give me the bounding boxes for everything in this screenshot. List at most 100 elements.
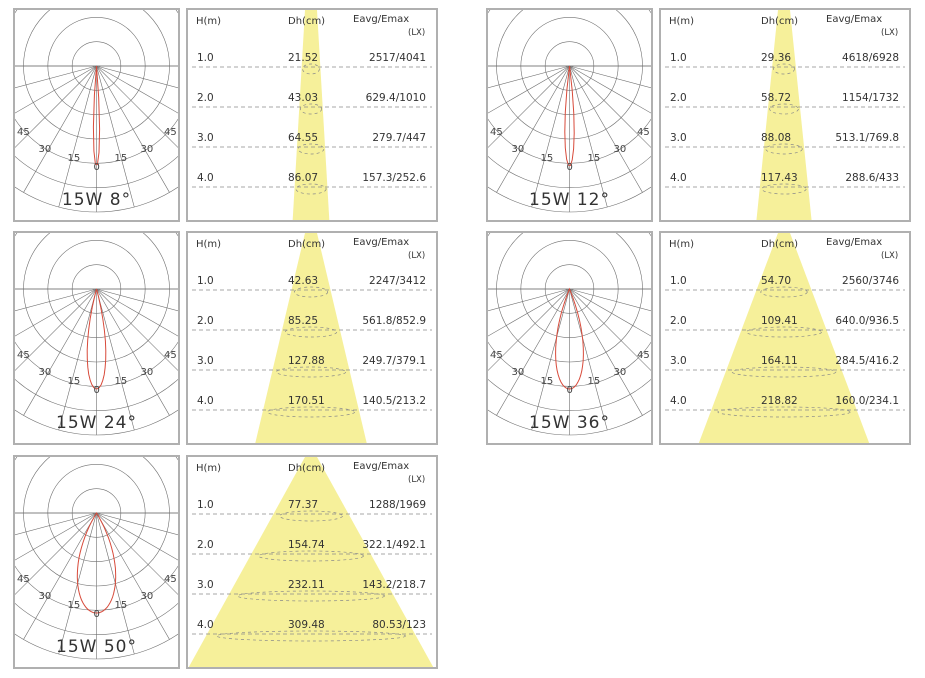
chart-caption: 15W 36° — [529, 413, 610, 433]
cell-illuminance: 143.2/218.7 — [362, 579, 426, 591]
polar-radial-line — [569, 65, 643, 193]
header-illuminance: Eavg/Emax — [826, 14, 883, 25]
cell-illuminance: 249.7/379.1 — [362, 355, 426, 367]
light-cone — [756, 10, 812, 220]
header-illuminance: Eavg/Emax — [353, 237, 410, 248]
polar-angle-label: 15 — [114, 600, 128, 611]
beam-cone — [188, 457, 434, 667]
intensity-curve — [555, 287, 584, 390]
polar-radial-line — [569, 288, 608, 431]
intensity-curve — [564, 65, 575, 166]
cell-illuminance: 284.5/416.2 — [835, 355, 899, 367]
light-cone — [255, 233, 367, 443]
polar-angle-label: 30 — [140, 144, 154, 155]
chart-caption: 15W 24° — [56, 413, 137, 433]
beam-cone — [192, 10, 432, 220]
polar-angle-label: 15 — [67, 153, 81, 164]
polar-angle-label: 15 — [540, 153, 554, 164]
polar-angle-label: 45 — [17, 574, 30, 585]
spot-ellipse — [773, 63, 795, 75]
header-unit: (LX) — [881, 28, 899, 38]
cell-height: 4.0 — [670, 172, 687, 184]
intensity-curve — [92, 65, 101, 166]
spot-ellipse — [297, 143, 325, 155]
cell-height: 3.0 — [197, 355, 214, 367]
polar-curve-chart — [488, 233, 651, 436]
cell-diameter: 43.03 — [288, 92, 319, 104]
header-height: H(m) — [196, 239, 222, 250]
polar-radial-line — [569, 288, 651, 337]
cell-height: 2.0 — [670, 92, 687, 104]
polar-radial-line — [96, 288, 178, 312]
polar-radial-line — [488, 288, 570, 337]
polar-panel: 0 15 15 30 30 45 45 15W 12° — [486, 8, 653, 222]
light-cone — [698, 233, 870, 443]
cell-illuminance: 279.7/447 — [372, 132, 426, 144]
cell-diameter: 127.88 — [288, 355, 325, 367]
polar-radial-line — [569, 65, 608, 208]
header-height: H(m) — [669, 16, 695, 27]
beam-cone — [665, 10, 905, 220]
polar-curve-chart — [15, 10, 178, 213]
header-diameter: Dh(cm) — [761, 239, 799, 250]
spot-ellipse — [302, 63, 320, 75]
intensity-curve — [76, 512, 117, 614]
polar-radial-line — [96, 288, 178, 337]
cell-illuminance: 629.4/1010 — [365, 92, 426, 104]
polar-radial-line — [488, 288, 570, 312]
polar-angle-label: 45 — [637, 127, 650, 138]
cell-height: 2.0 — [197, 315, 214, 327]
polar-panel: 0 15 15 30 30 45 45 15W 24° — [13, 231, 180, 445]
spot-ellipse — [746, 326, 822, 338]
polar-radial-line — [488, 65, 570, 148]
header-illuminance: Eavg/Emax — [353, 461, 410, 472]
polar-radial-line — [488, 288, 570, 371]
cell-height: 2.0 — [197, 539, 214, 551]
spot-ellipse — [769, 103, 799, 115]
polar-angle-label: 30 — [140, 591, 154, 602]
cell-illuminance: 140.5/213.2 — [362, 395, 426, 407]
header-diameter: Dh(cm) — [288, 16, 326, 27]
polar-angle-label: 30 — [613, 367, 627, 378]
cell-diameter: 164.11 — [761, 355, 798, 367]
polar-radial-line — [96, 512, 170, 640]
polar-curve-chart — [15, 233, 178, 436]
polar-angle-label: 15 — [587, 153, 601, 164]
cell-illuminance: 2517/4041 — [369, 52, 426, 64]
header-unit: (LX) — [408, 251, 426, 261]
cell-diameter: 42.63 — [288, 275, 319, 287]
polar-radial-line — [23, 65, 97, 193]
polar-angle-label: 30 — [140, 367, 154, 378]
polar-radial-line — [15, 288, 97, 312]
cell-illuminance: 160.0/234.1 — [835, 395, 899, 407]
polar-radial-line — [496, 65, 570, 193]
polar-angle-label: 30 — [511, 144, 525, 155]
spot-ellipse — [761, 183, 807, 195]
cell-illuminance: 288.6/433 — [845, 172, 899, 184]
polar-radial-line — [15, 288, 97, 337]
chart-caption: 15W 12° — [529, 190, 610, 210]
polar-angle-label: 0 — [566, 385, 573, 396]
cell-diameter: 54.70 — [761, 275, 792, 287]
polar-angle-label: 45 — [164, 350, 177, 361]
cell-illuminance: 2560/3746 — [842, 275, 899, 287]
header-illuminance: Eavg/Emax — [353, 14, 410, 25]
polar-radial-line — [531, 288, 570, 431]
cell-height: 4.0 — [197, 172, 214, 184]
polar-radial-line — [15, 65, 97, 114]
polar-angle-label: 30 — [511, 367, 525, 378]
polar-angle-label: 30 — [38, 367, 52, 378]
beam-data-table: H(m) Dh(cm) Eavg/Emax (LX) 1.0 21.52 2517/4041… — [186, 8, 438, 222]
polar-curve-chart — [15, 457, 178, 660]
polar-angle-label: 15 — [114, 376, 128, 387]
spot-ellipse — [275, 366, 347, 378]
cell-illuminance: 1154/1732 — [842, 92, 899, 104]
cell-illuminance: 513.1/769.8 — [835, 132, 899, 144]
cell-height: 1.0 — [197, 275, 214, 287]
polar-radial-line — [15, 65, 97, 89]
spot-ellipse — [279, 510, 343, 522]
beam-data-table: H(m) Dh(cm) Eavg/Emax (LX) 1.0 29.36 4618/6928… — [659, 8, 911, 222]
intensity-curve — [86, 288, 107, 390]
beam-cone — [665, 233, 905, 443]
polar-angle-label: 0 — [93, 609, 100, 620]
